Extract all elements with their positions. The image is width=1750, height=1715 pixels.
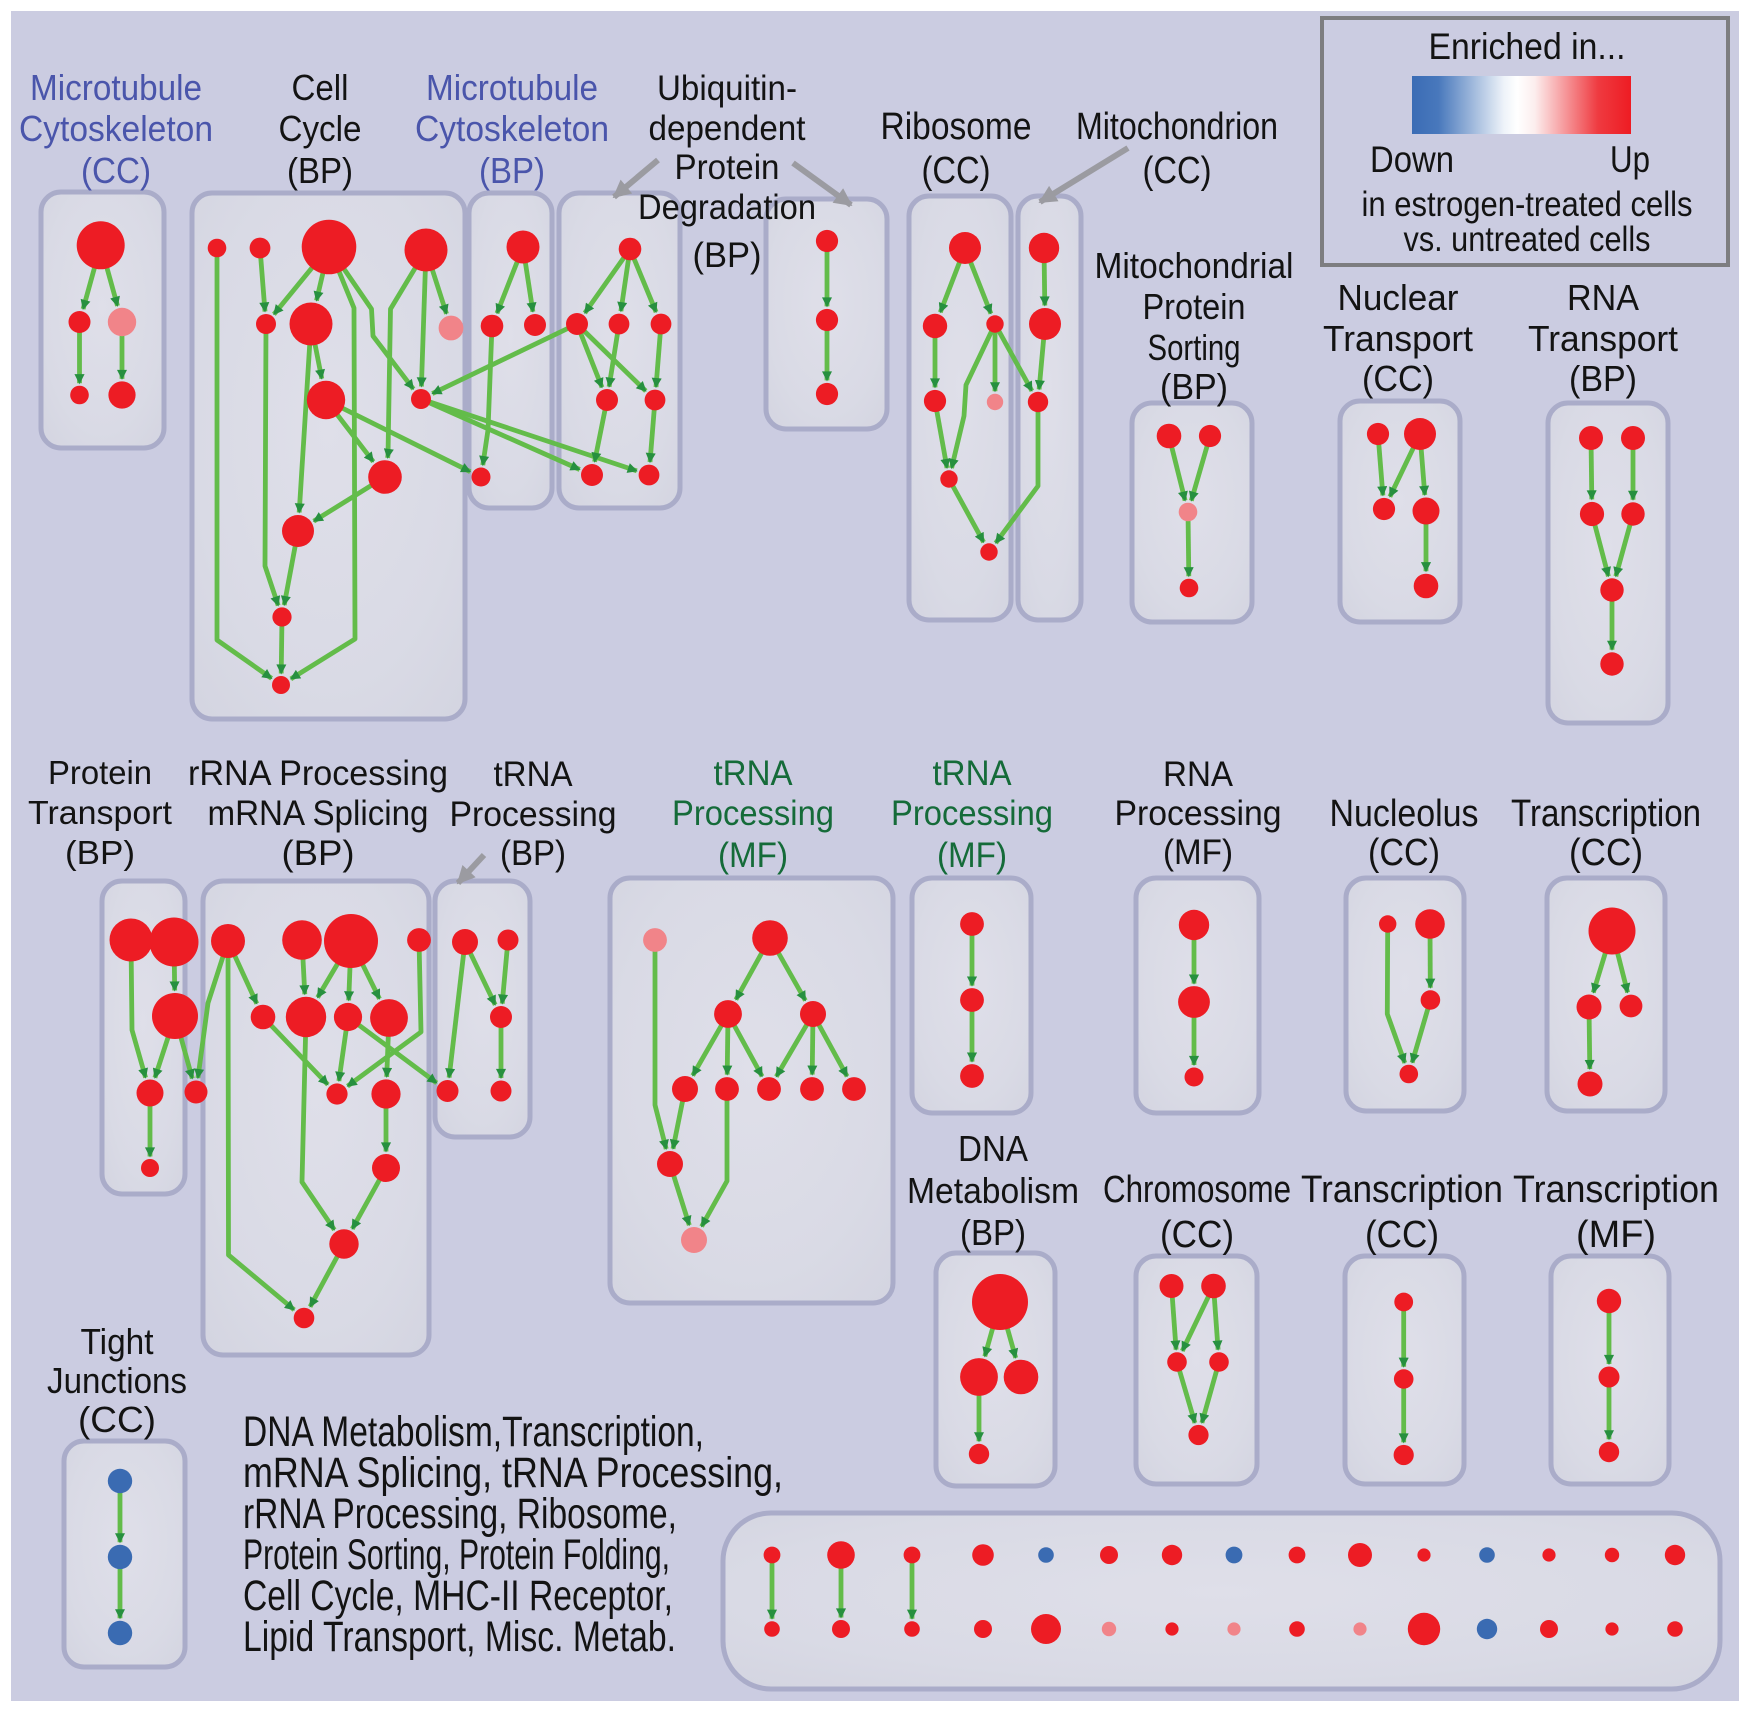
svg-text:tRNA: tRNA	[714, 754, 794, 793]
svg-text:Nuclear: Nuclear	[1338, 277, 1459, 318]
svg-text:tRNA: tRNA	[933, 754, 1013, 793]
svg-text:vs. untreated cells: vs. untreated cells	[1404, 220, 1651, 259]
svg-text:Cycle: Cycle	[279, 108, 362, 149]
svg-text:Chromosome: Chromosome	[1103, 1169, 1291, 1211]
svg-text:(CC): (CC)	[81, 150, 151, 191]
svg-text:RNA: RNA	[1163, 755, 1234, 794]
svg-text:tRNA: tRNA	[494, 755, 574, 794]
svg-text:(CC): (CC)	[1569, 832, 1643, 874]
svg-text:DNA: DNA	[958, 1128, 1028, 1169]
svg-text:Transcription: Transcription	[1301, 1169, 1503, 1211]
svg-text:Protein Sorting, Protein Foldi: Protein Sorting, Protein Folding,	[243, 1531, 670, 1579]
svg-text:(BP): (BP)	[282, 834, 355, 873]
svg-text:rRNA Processing: rRNA Processing	[188, 754, 448, 793]
svg-text:mRNA Splicing: mRNA Splicing	[208, 794, 429, 833]
svg-text:(CC): (CC)	[1368, 832, 1440, 874]
svg-text:Microtubule: Microtubule	[426, 67, 598, 108]
svg-text:mRNA Splicing, tRNA Processing: mRNA Splicing, tRNA Processing,	[243, 1449, 783, 1497]
svg-text:(CC): (CC)	[922, 150, 991, 192]
svg-text:Tight: Tight	[81, 1321, 154, 1362]
svg-text:Cell: Cell	[292, 67, 349, 108]
svg-text:(BP): (BP)	[1569, 358, 1637, 399]
svg-text:Sorting: Sorting	[1148, 327, 1241, 368]
svg-text:Mitochondrial: Mitochondrial	[1095, 245, 1294, 286]
svg-text:Mitochondrion: Mitochondrion	[1076, 106, 1278, 148]
svg-text:Ubiquitin-: Ubiquitin-	[657, 69, 797, 108]
svg-text:in estrogen-treated cells: in estrogen-treated cells	[1362, 185, 1693, 224]
svg-text:Processing: Processing	[450, 795, 617, 834]
svg-text:Lipid Transport, Misc. Metab.: Lipid Transport, Misc. Metab.	[243, 1613, 676, 1661]
svg-text:(BP): (BP)	[1160, 366, 1228, 407]
svg-text:(BP): (BP)	[693, 236, 762, 275]
svg-text:(CC): (CC)	[1143, 150, 1212, 192]
svg-text:Microtubule: Microtubule	[30, 67, 202, 108]
svg-text:Cell Cycle, MHC-II Receptor,: Cell Cycle, MHC-II Receptor,	[243, 1572, 673, 1620]
svg-text:(MF): (MF)	[718, 836, 788, 875]
svg-text:Degradation: Degradation	[638, 188, 816, 227]
svg-text:Protein: Protein	[48, 754, 152, 791]
svg-text:Enriched in...: Enriched in...	[1429, 26, 1626, 67]
svg-text:(MF): (MF)	[937, 836, 1007, 875]
svg-text:dependent: dependent	[649, 109, 806, 148]
svg-text:Processing: Processing	[1115, 794, 1282, 833]
svg-text:Cytoskeleton: Cytoskeleton	[415, 108, 609, 149]
svg-text:Transcription: Transcription	[1511, 793, 1701, 835]
svg-text:Junctions: Junctions	[47, 1360, 187, 1401]
svg-text:Up: Up	[1610, 139, 1650, 180]
svg-text:(BP): (BP)	[960, 1212, 1026, 1253]
svg-text:(BP): (BP)	[65, 834, 135, 871]
svg-text:(BP): (BP)	[287, 150, 353, 191]
svg-text:RNA: RNA	[1567, 277, 1639, 318]
svg-text:(CC): (CC)	[1365, 1214, 1439, 1256]
svg-text:Protein: Protein	[675, 148, 780, 187]
svg-text:Transport: Transport	[1323, 318, 1473, 359]
svg-text:Transport: Transport	[1528, 318, 1678, 359]
svg-text:Protein: Protein	[1143, 286, 1246, 327]
svg-text:(MF): (MF)	[1163, 833, 1233, 872]
svg-text:(CC): (CC)	[1160, 1214, 1234, 1256]
svg-text:Cytoskeleton: Cytoskeleton	[19, 108, 213, 149]
svg-text:(CC): (CC)	[1362, 358, 1434, 399]
svg-text:(CC): (CC)	[78, 1399, 156, 1440]
svg-text:Nucleolus: Nucleolus	[1330, 793, 1479, 835]
svg-text:Transcription: Transcription	[1513, 1169, 1719, 1211]
svg-text:Ribosome: Ribosome	[881, 106, 1032, 148]
svg-text:Down: Down	[1370, 139, 1454, 180]
svg-text:Transport: Transport	[28, 794, 172, 831]
svg-text:(BP): (BP)	[479, 150, 545, 191]
svg-text:Processing: Processing	[891, 794, 1053, 833]
svg-text:Metabolism: Metabolism	[907, 1170, 1079, 1211]
svg-text:(MF): (MF)	[1576, 1214, 1656, 1256]
svg-text:(BP): (BP)	[500, 834, 566, 873]
svg-text:rRNA Processing, Ribosome,: rRNA Processing, Ribosome,	[243, 1490, 677, 1538]
svg-text:DNA Metabolism,Transcription,: DNA Metabolism,Transcription,	[243, 1408, 704, 1456]
svg-text:Processing: Processing	[672, 794, 834, 833]
